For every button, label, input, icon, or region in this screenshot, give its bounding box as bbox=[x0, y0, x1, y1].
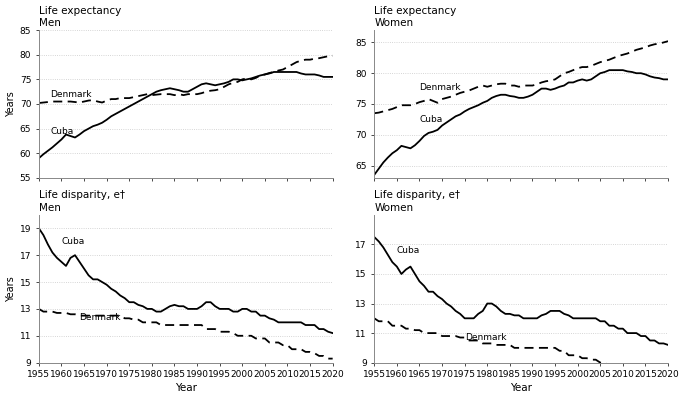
Text: Denmark: Denmark bbox=[464, 334, 506, 342]
Text: Denmark: Denmark bbox=[50, 90, 92, 99]
Y-axis label: Years: Years bbox=[5, 276, 16, 302]
Text: Denmark: Denmark bbox=[79, 313, 121, 322]
Y-axis label: Years: Years bbox=[5, 91, 16, 117]
Text: Cuba: Cuba bbox=[419, 115, 443, 124]
X-axis label: Year: Year bbox=[510, 383, 532, 393]
Text: Cuba: Cuba bbox=[397, 246, 420, 255]
Text: Cuba: Cuba bbox=[62, 237, 85, 247]
X-axis label: Year: Year bbox=[175, 383, 197, 393]
Text: Life expectancy
Men: Life expectancy Men bbox=[39, 6, 121, 28]
Text: Life expectancy
Women: Life expectancy Women bbox=[374, 6, 456, 28]
Text: Cuba: Cuba bbox=[50, 126, 73, 136]
Text: Denmark: Denmark bbox=[419, 83, 461, 93]
Text: Life disparity, e†
Women: Life disparity, e† Women bbox=[374, 190, 460, 213]
Text: Life disparity, e†
Men: Life disparity, e† Men bbox=[39, 190, 125, 213]
